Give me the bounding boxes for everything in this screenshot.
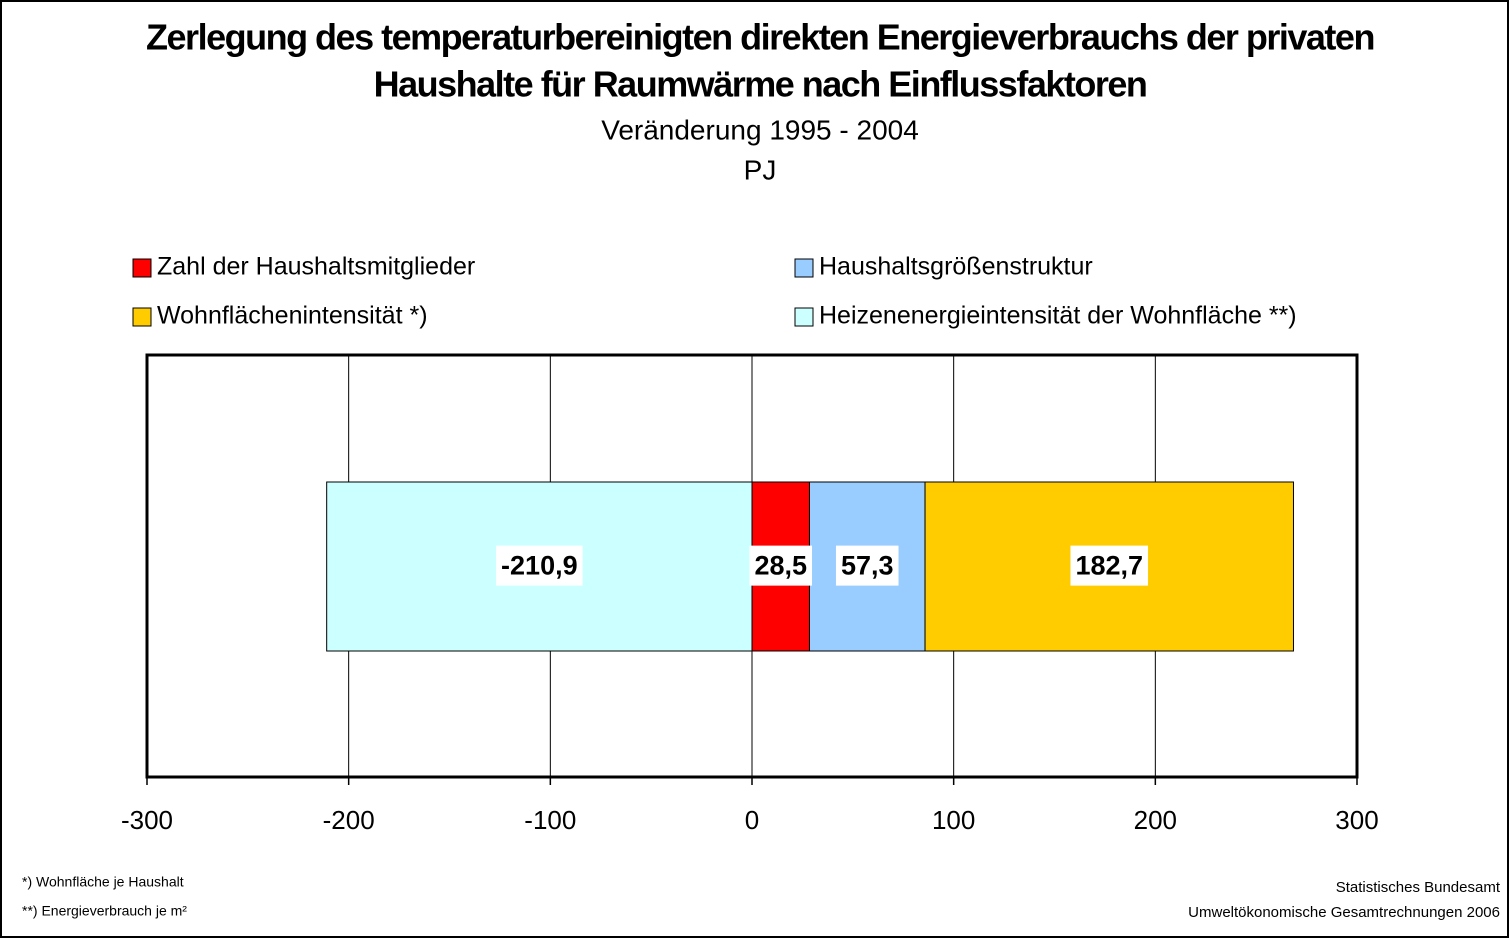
legend-swatch (132, 258, 152, 278)
legend-swatch (794, 307, 814, 327)
data-label: -210,9 (501, 551, 578, 581)
x-tick-label: -200 (323, 805, 375, 835)
data-label: 57,3 (841, 551, 894, 581)
legend-label: Wohnflächenintensität *) (157, 302, 428, 330)
x-tick-label: 100 (932, 805, 975, 835)
chart-subtitle: Veränderung 1995 - 2004 (601, 114, 919, 145)
legend-label: Heizenenergieintensität der Wohnfläche *… (819, 302, 1297, 330)
source: Umweltökonomische Gesamtrechnungen 2006 (1188, 904, 1500, 921)
legend-label: Zahl der Haushaltsmitglieder (157, 253, 475, 281)
source: Statistisches Bundesamt (1336, 879, 1501, 896)
x-tick-label: -300 (121, 805, 173, 835)
data-label-box (835, 545, 899, 586)
data-label-box (1070, 545, 1149, 586)
data-label-box (496, 545, 583, 586)
chart-title: Zerlegung des temperaturbereinigten dire… (146, 17, 1374, 58)
footnote: *) Wohnfläche je Haushalt (22, 874, 184, 890)
x-tick-label: 200 (1134, 805, 1177, 835)
x-tick-label: 0 (745, 805, 759, 835)
data-label: 182,7 (1075, 551, 1143, 581)
legend-swatch (132, 307, 152, 327)
data-label: 28,5 (754, 551, 807, 581)
x-tick-label: -100 (524, 805, 576, 835)
chart-subtitle: PJ (744, 154, 777, 185)
data-label-box (749, 545, 813, 586)
chart-title: Haushalte für Raumwärme nach Einflussfak… (374, 64, 1147, 105)
plot-border (145, 353, 1359, 779)
legend-label: Haushaltsgrößenstruktur (819, 253, 1093, 281)
x-tick-label: 300 (1335, 805, 1378, 835)
legend-swatch (794, 258, 814, 278)
footnote: **) Energieverbrauch je m² (22, 903, 187, 919)
